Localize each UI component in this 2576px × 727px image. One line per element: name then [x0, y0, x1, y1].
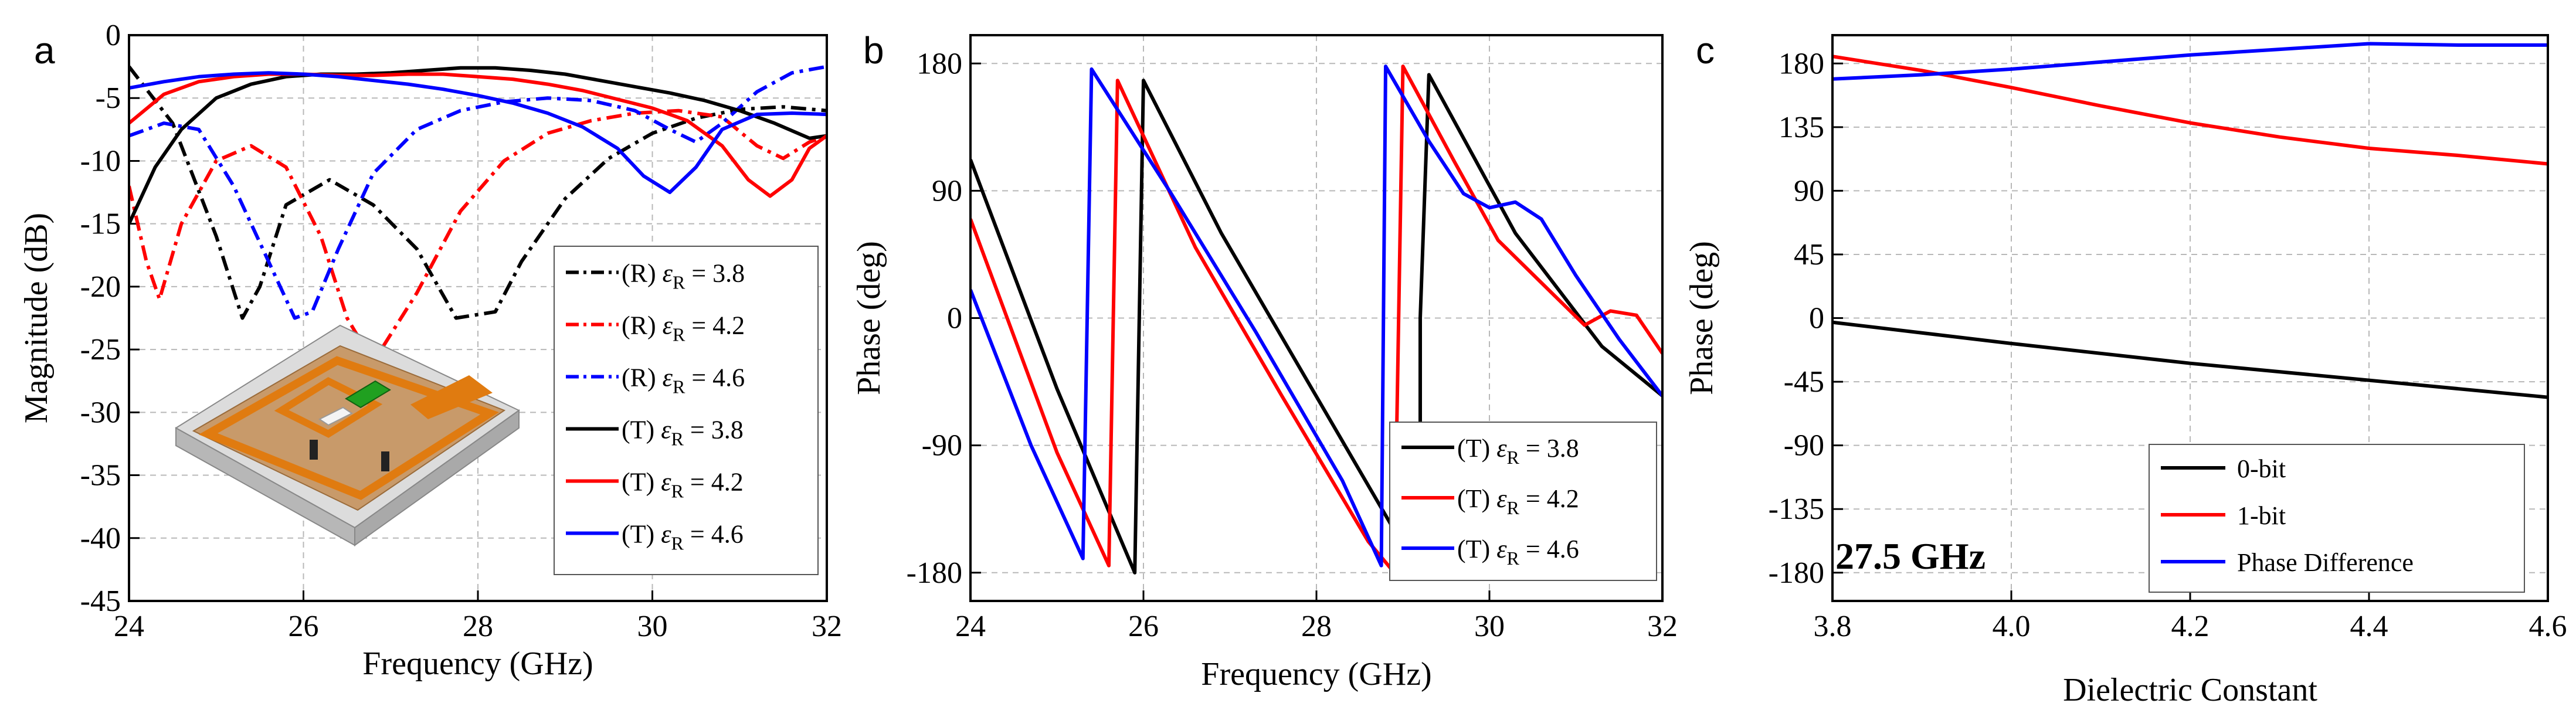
- legend-label: (R) εR = 4.2: [622, 311, 745, 345]
- tick-label-x: 24: [114, 610, 144, 643]
- tick-label-x: 26: [1128, 610, 1159, 643]
- legend-label: (T) εR = 4.6: [1457, 535, 1579, 569]
- series-line-3: [129, 64, 827, 320]
- tick-label-x: 4.4: [2350, 610, 2388, 643]
- tick-label-x: 4.2: [2171, 610, 2210, 643]
- legend-panel-c: 0-bit 1-bit Phase Difference: [2149, 444, 2525, 593]
- panel-c-phase-vs-dielectric-chart: c 3.8 4.0 4.2 4.4 4.6 180 135 90 45 0 -45 -90 -135 -1…: [1684, 29, 2567, 708]
- y-axis-label: Phase (deg): [1684, 241, 1720, 395]
- frequency-annotation: 27.5 GHz: [1835, 535, 1986, 577]
- tick-label-x: 32: [1647, 610, 1678, 643]
- series-line-1: [129, 65, 827, 320]
- series-line-1: [1832, 320, 2548, 399]
- pcb-unit-cell-3d-icon: [175, 324, 520, 546]
- tick-label-y: -135: [1769, 492, 1824, 526]
- x-axis-label: Frequency (GHz): [362, 646, 593, 682]
- tick-label-y: -30: [80, 396, 121, 429]
- panel-label-c: c: [1696, 29, 1715, 72]
- plot-frame: [969, 34, 1664, 602]
- tick-label-y: -90: [1784, 429, 1824, 463]
- panel-label-b: b: [863, 29, 884, 72]
- tick-label-x: 4.6: [2529, 610, 2567, 643]
- tick-label-y: 0: [947, 302, 962, 335]
- tick-label-x: 3.8: [1814, 610, 1852, 643]
- tick-label-y: -25: [80, 333, 121, 366]
- legend-label: (T) εR = 3.8: [1457, 434, 1579, 468]
- tick-label-x: 26: [289, 610, 319, 643]
- tick-label-x: 30: [637, 610, 668, 643]
- legend-label: 0-bit: [2237, 454, 2286, 483]
- tick-label-y: 0: [106, 19, 121, 52]
- legend-label: (R) εR = 4.6: [622, 364, 745, 398]
- panel-a-magnitude-chart: a 24 26 28 30 32 0 -5 -10 -15 -20 -25 -30 -35 -40 -45 F…: [18, 19, 842, 682]
- tick-label-y: -45: [80, 585, 121, 618]
- tick-label-x: 30: [1474, 610, 1505, 643]
- series-line-3: [1832, 42, 2548, 81]
- legend-label: (T) εR = 4.2: [1457, 484, 1579, 518]
- tick-label-y: 180: [1779, 47, 1824, 80]
- panel-label-a: a: [34, 29, 55, 72]
- y-axis-label: Phase (deg): [851, 241, 887, 395]
- tick-label-y: 90: [1794, 174, 1824, 208]
- plot-frame: [1831, 34, 2549, 602]
- series-line-4: [129, 66, 827, 225]
- tick-label-y: -90: [922, 429, 962, 463]
- legend-label: (R) εR = 3.8: [622, 259, 745, 293]
- tick-label-y: 90: [932, 174, 962, 208]
- x-axis-label: Frequency (GHz): [1201, 656, 1431, 692]
- legend-label: (T) εR = 4.2: [622, 468, 744, 502]
- tick-label-y: -35: [80, 459, 121, 492]
- series-line-3: [970, 64, 1662, 568]
- tick-label-y: -15: [80, 208, 121, 241]
- legend-label: 1-bit: [2237, 501, 2286, 530]
- series-line-6: [129, 71, 827, 195]
- legend-label: (T) εR = 4.6: [622, 520, 744, 554]
- tick-label-x: 4.0: [1993, 610, 2031, 643]
- legend-panel-b: (T) εR = 3.8 (T) εR = 4.2 (T) εR = 4.6: [1389, 422, 1657, 581]
- legend-panel-a: (R) εR = 3.8 (R) εR = 4.2 (R) εR = 4.6 (T) …: [554, 246, 819, 575]
- tick-label-y: -5: [96, 81, 121, 115]
- y-axis-label: Magnitude (dB): [18, 213, 55, 423]
- tick-label-y: -180: [907, 556, 962, 590]
- panel-b-phase-chart: b 24 26 28 30 32 180 90 0 -90 -180 Frequency (GHz)…: [851, 29, 1678, 692]
- plot-frame: [128, 34, 828, 602]
- tick-label-y: -20: [80, 270, 121, 304]
- legend-label: Phase Difference: [2237, 548, 2414, 577]
- legend-box: [554, 246, 819, 575]
- tick-label-x: 28: [1301, 610, 1332, 643]
- legend-label: (T) εR = 3.8: [622, 416, 744, 450]
- series-line-2: [970, 64, 1662, 575]
- tick-label-y: 0: [1809, 302, 1824, 335]
- tick-label-y: 45: [1794, 238, 1824, 271]
- tick-label-x: 32: [812, 610, 842, 643]
- tick-label-x: 24: [955, 610, 986, 643]
- tick-label-y: -10: [80, 144, 121, 178]
- tick-label-y: -45: [1784, 365, 1824, 399]
- tick-label-y: -40: [80, 522, 121, 555]
- x-axis-label: Dielectric Constant: [2063, 672, 2317, 708]
- tick-label-y: -180: [1769, 556, 1824, 590]
- tick-label-y: 180: [917, 47, 962, 80]
- tick-label-y: 135: [1779, 111, 1824, 144]
- tick-label-x: 28: [463, 610, 493, 643]
- series-line-2: [1832, 55, 2548, 166]
